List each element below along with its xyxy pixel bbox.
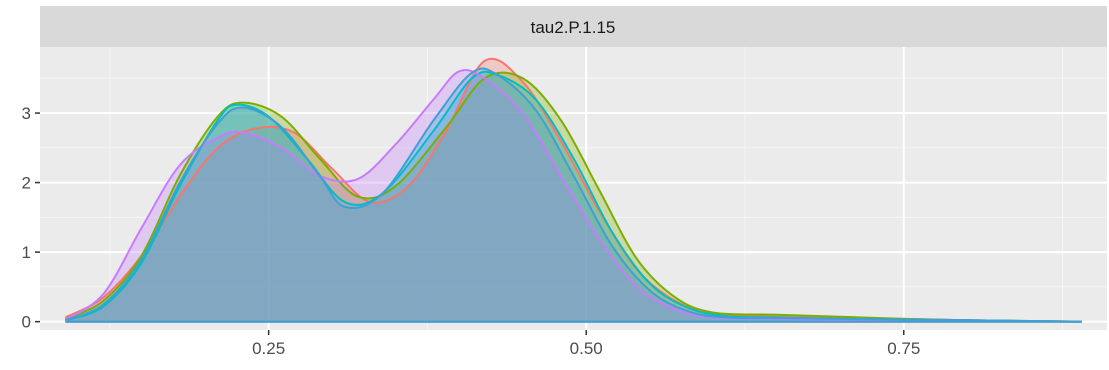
facet-strip-label: tau2.P.1.15	[531, 18, 616, 37]
x-tick-label: 0.50	[570, 339, 603, 358]
density-lines	[64, 57, 1082, 323]
x-tick-label: 0.75	[887, 339, 920, 358]
density-line-5	[65, 67, 1082, 323]
facet-strip	[40, 6, 1107, 47]
density-area-1	[65, 58, 1082, 322]
x-tick-label: 0.25	[252, 339, 285, 358]
y-tick-label: 3	[22, 104, 31, 123]
y-tick-label: 1	[22, 243, 31, 262]
y-tick-label: 0	[22, 313, 31, 332]
plot-panel	[40, 47, 1107, 330]
y-axis: 0 1 2 3	[22, 104, 40, 332]
y-tick-label: 2	[22, 174, 31, 193]
x-axis: 0.25 0.50 0.75	[252, 330, 920, 358]
density-area-4	[65, 69, 1082, 322]
